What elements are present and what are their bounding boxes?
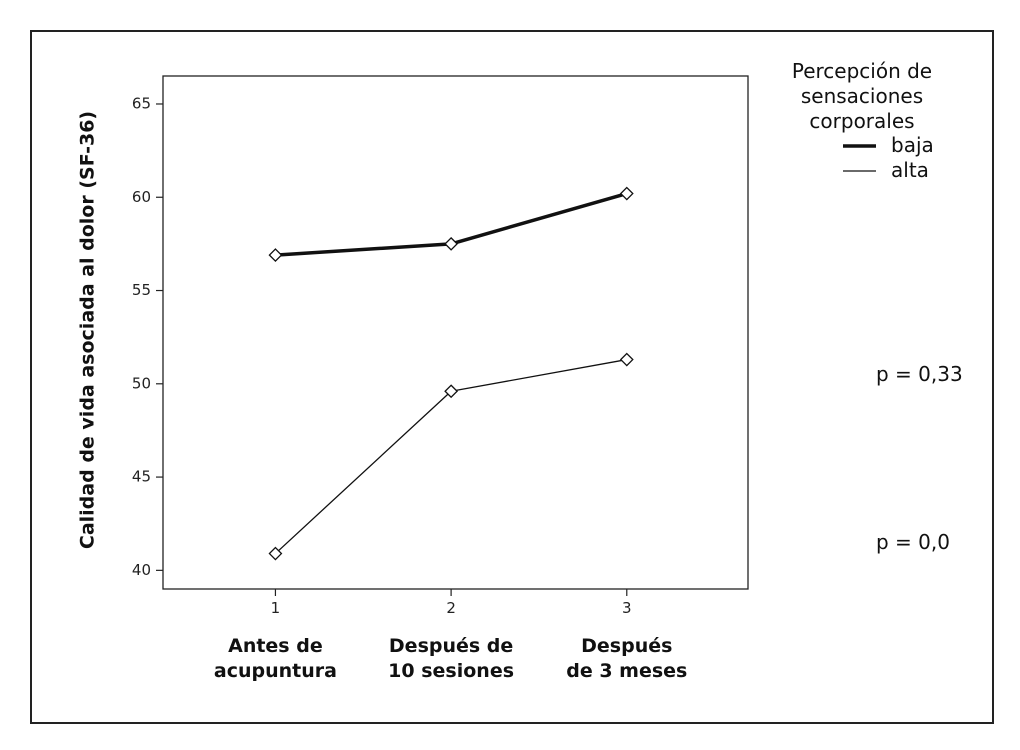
plot-area-border: [162, 75, 749, 590]
data-point-alta: [444, 384, 459, 399]
y-tick-label: 55: [132, 281, 151, 299]
tick-marks: [156, 103, 628, 596]
legend-label-alta: alta: [891, 158, 929, 182]
category-label: Después de: [389, 635, 513, 657]
data-point-alta: [619, 352, 634, 367]
legend: Percepción de sensaciones corporales baj…: [792, 59, 934, 182]
category-label: acupuntura: [214, 660, 337, 682]
y-tick-label: 60: [132, 188, 151, 206]
x-tick-label: 3: [622, 599, 632, 617]
p-value-baja: p = 0,33: [876, 362, 963, 386]
y-tick-label: 65: [132, 94, 151, 112]
data-point-alta: [268, 546, 283, 561]
y-tick-label: 45: [132, 468, 151, 486]
x-tick-label: 1: [271, 599, 281, 617]
data-point-baja: [444, 236, 459, 251]
category-label: de 3 meses: [566, 660, 687, 682]
series-markers: [268, 186, 634, 561]
category-label: Después: [581, 635, 672, 657]
data-point-baja: [619, 186, 634, 201]
legend-label-baja: baja: [891, 133, 934, 157]
p-value-alta: p = 0,0: [876, 530, 950, 554]
axis-labels: 40 45 50 55 60 65 1 Antes de acupuntura 2 Después …: [132, 94, 687, 682]
legend-title-line-1: Percepción de: [792, 59, 932, 83]
y-tick-label: 40: [132, 561, 151, 579]
category-label: 10 sesiones: [388, 660, 514, 682]
x-tick-label: 2: [446, 599, 456, 617]
category-label: Antes de: [228, 635, 323, 657]
legend-title-line-2: sensaciones: [801, 84, 923, 108]
axes: [162, 75, 749, 590]
legend-title-line-3: corporales: [809, 109, 914, 133]
y-tick-label: 50: [132, 374, 151, 392]
data-point-baja: [268, 248, 283, 263]
figure-frame: [30, 30, 994, 724]
y-axis-title: Calidad de vida asociada al dolor (SF-36…: [77, 111, 99, 549]
